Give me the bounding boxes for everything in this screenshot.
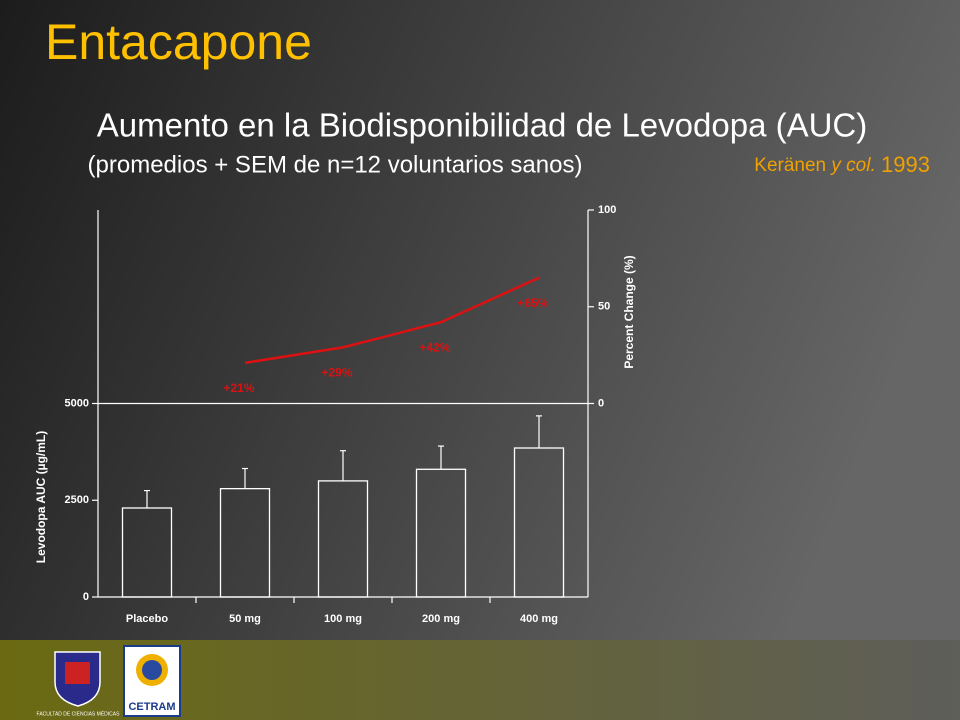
citation-etal: y col. (829, 155, 875, 176)
slide-title: Entacapone (45, 14, 312, 70)
bar (219, 487, 271, 598)
x-tick-label: 100 mg (324, 613, 362, 625)
data-label: +65% (517, 296, 548, 310)
bar (317, 480, 369, 598)
shield-inner (65, 662, 90, 684)
logo-text: FACULTAD DE CIENCIAS MÉDICAS (37, 710, 121, 717)
citation: Keränen y col. 1993 (754, 152, 930, 177)
logo-cetram: CETRAM (123, 645, 181, 717)
x-tick-label: Placebo (126, 613, 168, 625)
data-label: +42% (419, 340, 450, 354)
logo-faculty: FACULTAD DE CIENCIAS MÉDICAS (37, 651, 121, 717)
y-tick-label: 0 (83, 591, 89, 603)
y2-tick-label: 100 (598, 204, 616, 216)
bar (513, 447, 565, 598)
logo-text: CETRAM (128, 701, 175, 713)
y-tick-label: 2500 (65, 494, 89, 506)
line (244, 276, 540, 365)
chart-title: Aumento en la Biodisponibilidad de Levod… (97, 107, 868, 144)
data-label: +29% (321, 366, 352, 380)
y-axis-title: Levodopa AUC (µg/mL) (34, 431, 48, 563)
chart-subtitle: (promedios + SEM de n=12 voluntarios san… (88, 151, 583, 178)
x-tick-label: 400 mg (520, 613, 558, 625)
y2-tick-label: 50 (598, 301, 610, 313)
data-label: +21% (223, 381, 254, 395)
x-tick-label: 200 mg (422, 613, 460, 625)
bar (415, 468, 467, 598)
citation-author: Keränen (754, 155, 826, 176)
y2-tick-label: 0 (598, 397, 604, 409)
logo-brain (142, 660, 162, 680)
citation-year: 1993 (881, 152, 930, 177)
bar (121, 507, 173, 598)
x-tick-label: 50 mg (229, 613, 261, 625)
y-tick-label: 5000 (65, 397, 89, 409)
y2-axis-title: Percent Change (%) (622, 255, 636, 368)
chart: Levodopa AUC (µg/mL) Percent Change (%) … (34, 204, 636, 625)
